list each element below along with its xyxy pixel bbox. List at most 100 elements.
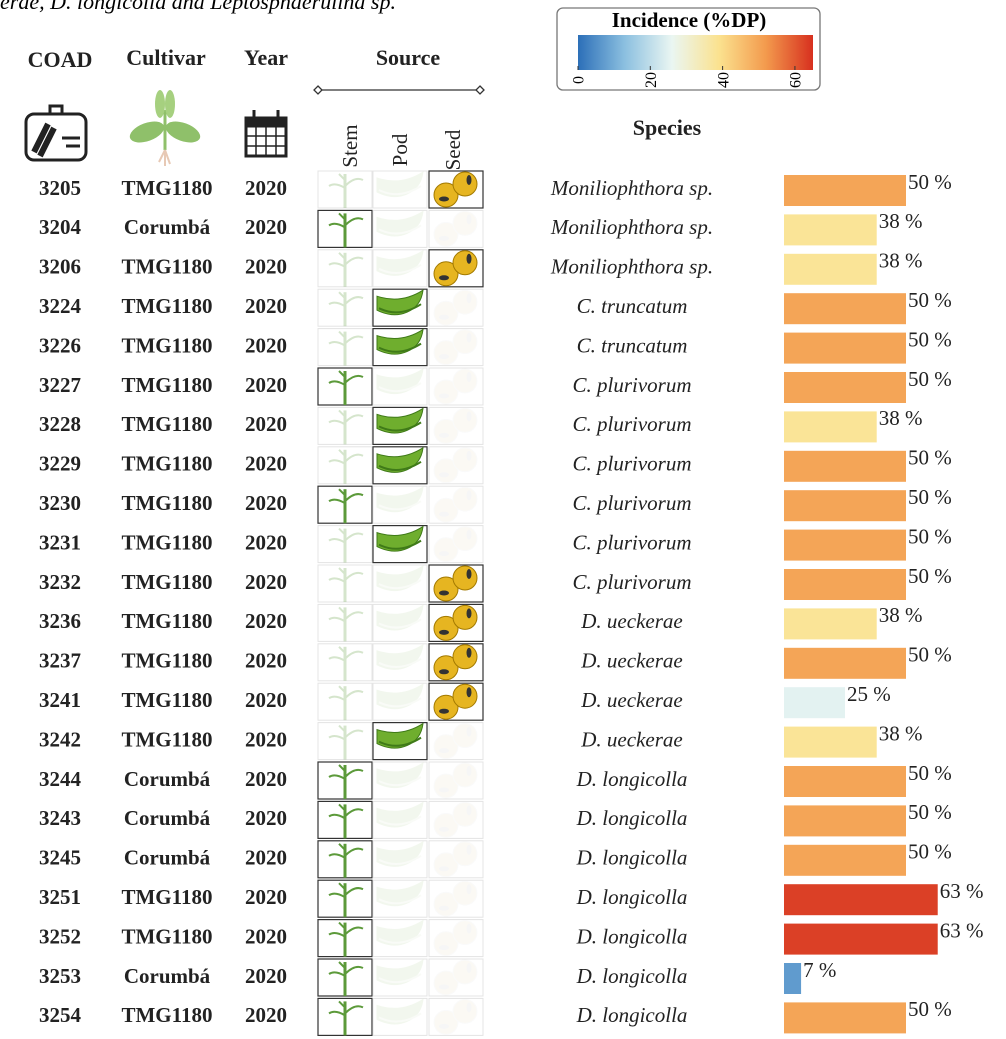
incidence-label: 50 % [908,800,952,824]
species: C. plurivorum [572,530,691,554]
coad: 3244 [39,767,82,791]
incidence-label: 38 % [879,721,923,745]
seed-hilum [467,254,472,264]
source-cells [318,841,483,878]
species: D. longicolla [576,964,688,988]
species: C. plurivorum [572,452,691,476]
cultivar: TMG1180 [121,688,212,712]
colorbar-tick-label: 40 [715,72,732,88]
coad: 3204 [39,215,82,239]
incidence-label: 25 % [847,682,891,706]
species: D. ueckerae [580,649,682,673]
seed-shape [453,724,477,748]
seed-hilum [467,884,472,894]
incidence-bar [784,175,906,206]
coad: 3253 [39,964,81,988]
source-cells [318,565,483,602]
incidence-label: 63 % [940,879,984,903]
seed-shape [453,211,477,235]
seed-hilum [467,845,472,855]
species: D. ueckerae [580,727,682,751]
source-cells [318,447,483,484]
coad: 3254 [39,1003,82,1027]
incidence-label: 50 % [908,446,952,470]
source-cells [318,486,483,523]
cultivar: TMG1180 [121,530,212,554]
year: 2020 [245,412,287,436]
species: D. longicolla [576,1003,688,1027]
cultivar: TMG1180 [121,294,212,318]
seed-shape [453,802,477,826]
header-species: Species [633,115,702,140]
incidence-bar [784,411,877,442]
cultivar: TMG1180 [121,924,212,948]
coad-icon [26,106,86,160]
cultivar: Corumbá [124,846,211,870]
incidence-bar [784,530,906,561]
seed-hilum [439,985,449,990]
year: 2020 [245,964,287,988]
cultivar: TMG1180 [121,727,212,751]
incidence-label: 38 % [879,603,923,627]
coad: 3227 [39,373,81,397]
seed-hilum [439,827,449,832]
seed-hilum [439,551,449,556]
species: Moniliophthora sp. [550,215,713,239]
source-cells [318,762,483,799]
incidence-bar [784,608,877,639]
coad: 3241 [39,688,81,712]
coad: 3245 [39,846,81,870]
seed-shape [453,408,477,432]
species: C. truncatum [577,333,688,357]
source-cells [318,368,483,405]
coad: 3205 [39,176,81,200]
species: Moniliophthora sp. [550,176,713,200]
incidence-bar [784,569,906,600]
plant-icon [127,90,203,166]
seed-hilum [467,490,472,500]
coad: 3224 [39,294,82,318]
seed-shape [453,960,477,984]
seed-hilum [467,963,472,973]
incidence-bar [784,924,938,955]
source-cells [318,329,483,366]
coad: 3242 [39,727,81,751]
incidence-bar [784,963,801,994]
seed-shape [453,566,477,590]
year: 2020 [245,294,287,318]
seed-shape [453,172,477,196]
cultivar: Corumbá [124,806,211,830]
seed-hilum [467,1002,472,1012]
coad: 3206 [39,255,81,279]
cultivar: Corumbá [124,215,211,239]
incidence-label: 50 % [908,643,952,667]
incidence-bar [784,766,906,797]
cultivar: TMG1180 [121,570,212,594]
incidence-label: 50 % [908,367,952,391]
incidence-label: 50 % [908,997,952,1021]
incidence-label: 50 % [908,170,952,194]
seed-shape [453,487,477,511]
species: C. plurivorum [572,570,691,594]
figure: erae, D. longicolla and Leptosphaerulina… [0,0,1006,1039]
source-cells [318,998,483,1035]
species: D. ueckerae [580,609,682,633]
incidence-bar [784,845,906,876]
year: 2020 [245,373,287,397]
seed-shape [453,921,477,945]
incidence-label: 7 % [803,958,836,982]
seed-hilum [439,945,449,950]
species: C. plurivorum [572,412,691,436]
calendar-icon [246,110,286,156]
seed-hilum [439,236,449,241]
species: D. longicolla [576,767,688,791]
legend-title: Incidence (%DP) [612,8,767,32]
seed-shape [453,369,477,393]
seed-shape [453,645,477,669]
coad: 3229 [39,452,81,476]
seed-hilum [467,569,472,579]
year: 2020 [245,491,287,515]
seed-hilum [467,924,472,934]
source-cells [318,959,483,996]
source-cells [318,801,483,838]
